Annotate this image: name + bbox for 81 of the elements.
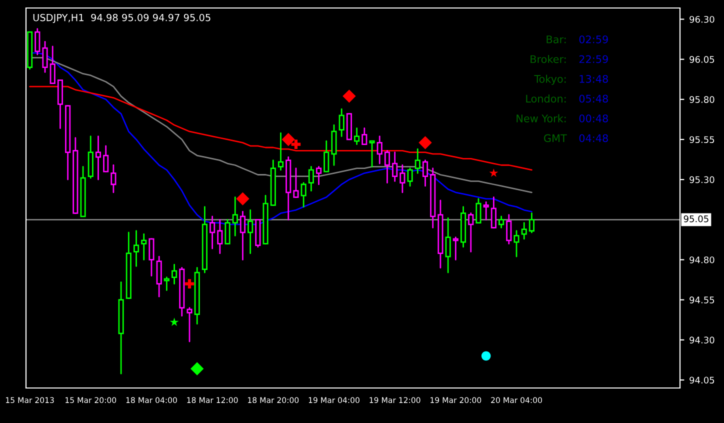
candlestick: [498, 216, 504, 228]
text: 02:59: [579, 35, 608, 44]
y-tick-label: 95.80: [690, 96, 714, 103]
point: [481, 351, 491, 361]
text: 22:59: [579, 55, 608, 64]
candlestick: [164, 276, 170, 291]
point: [282, 132, 295, 146]
point: [291, 140, 301, 149]
y-tick-label: 95.55: [690, 136, 714, 144]
candlestick: [308, 166, 314, 192]
candlestick: [354, 128, 360, 145]
candlestick: [133, 230, 140, 267]
candlestick: [338, 108, 344, 137]
text: USDJPY,H1 94.98 95.09 94.97 95.05: [33, 14, 210, 24]
candlestick: [232, 196, 238, 236]
candlestick: [293, 168, 299, 198]
candlestick: [172, 264, 178, 284]
point: [170, 318, 179, 326]
candlestick: [300, 182, 306, 208]
candlestick: [95, 136, 102, 180]
text: GMT: [544, 134, 567, 142]
annotation: Tokyo:: [534, 74, 566, 85]
annotation: London:: [526, 94, 566, 103]
candlestick: [376, 136, 382, 164]
candlestick: [528, 212, 534, 234]
candlestick: [476, 198, 482, 224]
candlestick: [324, 140, 330, 172]
candlestick: [110, 164, 116, 194]
ref-line-label: 95.05: [684, 215, 708, 222]
y-tick-label: 96.30: [690, 16, 714, 23]
candlestick: [384, 150, 390, 184]
point: [418, 136, 432, 150]
text: 04:48: [579, 134, 608, 142]
annotation: New York:: [516, 114, 566, 122]
point: [184, 279, 194, 288]
candlestick: [392, 152, 398, 182]
candlestick: [452, 236, 458, 260]
candlestick: [210, 216, 216, 250]
candlestick: [156, 256, 162, 298]
candlestick: [331, 124, 337, 166]
text: 00:48: [579, 114, 608, 122]
candlestick: [141, 233, 147, 260]
candlestick: [248, 209, 254, 254]
candlestick: [369, 140, 375, 168]
candlestick: [217, 218, 223, 254]
point: [236, 192, 250, 206]
point: [489, 168, 498, 177]
text: Bar:: [546, 36, 566, 44]
y-tick-label: 94.55: [690, 296, 714, 304]
candlestick: [148, 238, 154, 276]
y-tick-label: 95.30: [690, 176, 714, 184]
candlestick: [445, 217, 451, 274]
candlestick: [407, 168, 413, 187]
candlestick: [422, 160, 428, 187]
candlestick: [521, 222, 527, 240]
candlestick: [278, 132, 284, 171]
candlestick: [50, 46, 56, 84]
candlestick: [240, 210, 246, 260]
candlestick: [103, 145, 109, 172]
candlestick: [362, 128, 368, 145]
point: [342, 90, 356, 103]
candlestick: [400, 164, 406, 194]
candlestick: [483, 201, 489, 220]
candlestick: [34, 28, 40, 56]
point: [190, 362, 204, 376]
candlestick: [514, 230, 520, 258]
y-tick-label: 94.05: [690, 376, 714, 384]
y-tick-label: 94.30: [690, 336, 714, 344]
candlestick: [506, 214, 512, 244]
text: 05:48: [579, 94, 608, 103]
y-tick-label: 96.05: [690, 56, 714, 63]
candlestick: [316, 166, 322, 186]
annotation: Broker:: [530, 55, 566, 64]
text: 13:48: [580, 74, 608, 83]
candlestick: [414, 148, 420, 174]
candlestick: [468, 212, 474, 252]
candlestick: [224, 218, 230, 244]
candlestick: [42, 40, 48, 73]
y-tick-label: 94.80: [690, 256, 714, 264]
candlestick: [490, 196, 496, 228]
candlestick: [186, 307, 192, 342]
